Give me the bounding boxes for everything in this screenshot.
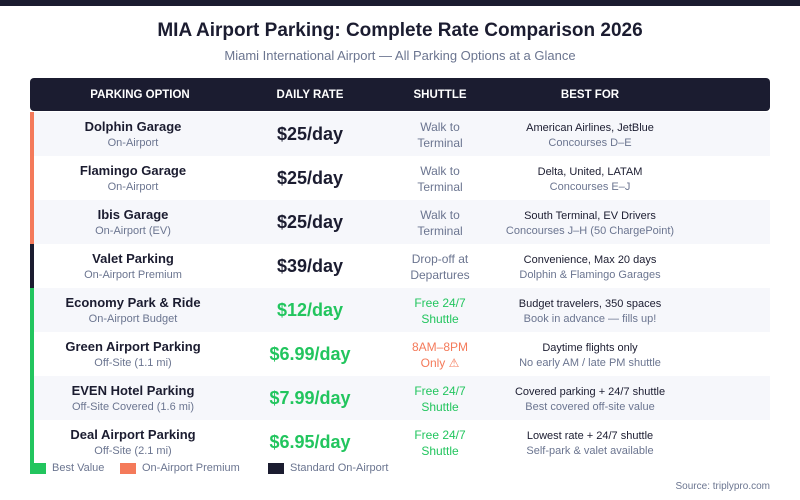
source-note: Source: triplypro.com	[675, 481, 770, 492]
best-for-primary: Covered parking + 24/7 shuttle	[514, 386, 666, 398]
shuttle-line-1: Free 24/7	[414, 384, 466, 398]
shuttle-line-1: 8AM–8PM	[411, 340, 469, 354]
table-row: EVEN Hotel Parking Off-Site Covered (1.6…	[30, 376, 770, 420]
category-bar	[30, 376, 34, 420]
best-for-primary: Convenience, Max 20 days	[523, 254, 657, 266]
shuttle-line-2: Departures	[410, 268, 470, 282]
shuttle-line-1: Walk to	[420, 120, 460, 134]
daily-rate: $39/day	[276, 256, 344, 276]
table-row: Valet Parking On-Airport Premium $39/day…	[30, 244, 770, 288]
best-for-primary: South Terminal, EV Drivers	[524, 210, 656, 222]
shuttle-info: Drop-off at Departures	[410, 251, 469, 283]
table-row: Ibis Garage On-Airport (EV) $25/day Walk…	[30, 200, 770, 244]
best-for-secondary: Book in advance — fills up!	[523, 313, 657, 325]
category-bar	[30, 332, 34, 376]
page-title: MIA Airport Parking: Complete Rate Compa…	[157, 20, 643, 41]
table-row: Flamingo Garage On-Airport $25/day Walk …	[30, 156, 770, 200]
parking-type: Off-Site Covered (1.6 mi)	[71, 401, 195, 413]
legend-standard: Standard On-Airport	[290, 462, 389, 474]
daily-rate: $25/day	[276, 124, 344, 144]
parking-type: Off-Site (1.1 mi)	[94, 357, 172, 369]
best-for-primary: Budget travelers, 350 spaces	[518, 298, 662, 310]
table-row: Green Airport Parking Off-Site (1.1 mi) …	[30, 332, 770, 376]
category-bar	[30, 112, 34, 156]
parking-name: Economy Park & Ride	[65, 295, 201, 310]
table-header: PARKING OPTION DAILY RATE SHUTTLE BEST F…	[30, 78, 770, 111]
shuttle-line-1: Free 24/7	[414, 428, 466, 442]
best-for-secondary: Self-park & valet available	[526, 445, 654, 457]
parking-type: On-Airport Budget	[88, 313, 178, 325]
header-best-for: BEST FOR	[560, 89, 620, 101]
header-daily-rate: DAILY RATE	[276, 89, 344, 101]
category-bar	[30, 156, 34, 200]
legend-premium: On-Airport Premium	[142, 462, 240, 474]
shuttle-line-2: Shuttle	[421, 400, 459, 414]
parking-type: On-Airport	[107, 181, 159, 193]
shuttle-info: Free 24/7 Shuttle	[414, 427, 465, 459]
category-bar	[30, 420, 34, 464]
daily-rate: $6.95/day	[269, 432, 351, 452]
best-for-secondary: No early AM / late PM shuttle	[519, 357, 661, 369]
parking-name: EVEN Hotel Parking	[71, 383, 195, 398]
daily-rate: $6.99/day	[269, 344, 351, 364]
shuttle-line-2: Only ⚠	[420, 356, 460, 370]
shuttle-line-2: Terminal	[417, 224, 463, 238]
shuttle-line-2: Shuttle	[421, 312, 459, 326]
shuttle-line-2: Shuttle	[421, 444, 459, 458]
daily-rate: $7.99/day	[269, 388, 351, 408]
parking-name: Flamingo Garage	[79, 163, 187, 178]
best-for-secondary: Concourses E–J	[549, 181, 631, 193]
table-row: Deal Airport Parking Off-Site (2.1 mi) $…	[30, 420, 770, 464]
best-for-secondary: Concourses J–H (50 ChargePoint)	[505, 225, 675, 237]
parking-type: Off-Site (2.1 mi)	[94, 445, 172, 457]
daily-rate: $12/day	[276, 300, 344, 320]
shuttle-info: Walk to Terminal	[417, 163, 462, 195]
category-bar	[30, 200, 34, 244]
shuttle-line-1: Free 24/7	[414, 296, 466, 310]
table-row: Dolphin Garage On-Airport $25/day Walk t…	[30, 112, 770, 156]
parking-type: On-Airport	[107, 137, 159, 149]
legend-swatch-premium	[120, 462, 136, 474]
shuttle-info: Free 24/7 Shuttle	[414, 295, 465, 327]
shuttle-info: 8AM–8PM Only ⚠	[412, 339, 468, 371]
parking-type: On-Airport Premium	[84, 269, 182, 281]
shuttle-info: Walk to Terminal	[417, 207, 462, 239]
daily-rate: $25/day	[276, 212, 344, 232]
shuttle-line-1: Walk to	[420, 208, 460, 222]
parking-type: On-Airport (EV)	[95, 225, 171, 237]
daily-rate: $25/day	[276, 168, 344, 188]
category-bar	[30, 244, 34, 288]
shuttle-info: Free 24/7 Shuttle	[414, 383, 465, 415]
legend-best-value: Best Value	[52, 462, 105, 474]
best-for-secondary: Dolphin & Flamingo Garages	[519, 269, 661, 281]
best-for-primary: Daytime flights only	[542, 342, 638, 354]
page-subtitle: Miami International Airport — All Parkin…	[224, 48, 576, 63]
best-for-secondary: Concourses D–E	[548, 137, 632, 149]
parking-name: Valet Parking	[92, 251, 174, 266]
best-for-primary: Delta, United, LATAM	[537, 166, 643, 178]
legend-swatch-standard	[268, 462, 284, 474]
parking-name: Deal Airport Parking	[70, 427, 196, 442]
parking-name: Green Airport Parking	[65, 339, 201, 354]
shuttle-line-2: Terminal	[417, 136, 463, 150]
best-for-secondary: Best covered off-site value	[525, 401, 655, 413]
header-parking-option: PARKING OPTION	[90, 89, 190, 101]
best-for-primary: American Airlines, JetBlue	[526, 122, 654, 134]
table-row: Economy Park & Ride On-Airport Budget $1…	[30, 288, 770, 332]
shuttle-line-1: Walk to	[420, 164, 460, 178]
header-shuttle: SHUTTLE	[413, 89, 467, 101]
parking-name: Dolphin Garage	[84, 119, 182, 134]
parking-name: Ibis Garage	[97, 207, 169, 222]
shuttle-info: Walk to Terminal	[417, 119, 462, 151]
best-for-primary: Lowest rate + 24/7 shuttle	[526, 430, 654, 442]
shuttle-line-2: Terminal	[417, 180, 463, 194]
top-bar	[0, 0, 800, 6]
shuttle-line-1: Drop-off at	[411, 252, 469, 266]
category-bar	[30, 288, 34, 332]
legend-swatch-best-value	[30, 462, 46, 474]
